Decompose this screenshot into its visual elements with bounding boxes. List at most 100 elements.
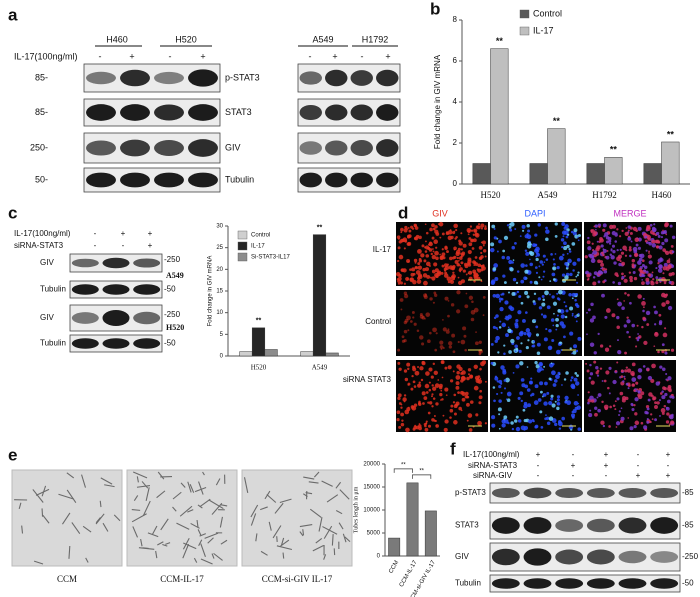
cell [542,254,546,258]
cell [493,236,497,240]
cell [506,398,511,402]
y-tick-label: 10 [216,310,223,316]
band [523,517,552,534]
cell [572,269,575,272]
cell [593,351,597,355]
cell [635,381,639,385]
cell [516,290,520,294]
legend-label: IL-17 [533,25,554,35]
cell [442,327,447,332]
tube [61,512,71,525]
mw-label: -250 [682,552,699,561]
cell [572,231,577,236]
mw-label: 85- [35,107,48,117]
tube [136,476,139,483]
cell [605,268,608,271]
cell [654,418,658,422]
cell [447,365,452,370]
tube [131,508,141,511]
cell [671,235,676,240]
mw-label: -250 [164,255,181,264]
sign: + [148,241,153,250]
cell [452,271,455,274]
cell [636,324,639,327]
cell [575,293,579,296]
cell [549,293,551,296]
sign: + [666,471,671,480]
cell [561,245,564,249]
cell [626,330,629,334]
bar [490,48,509,185]
cell [526,366,529,368]
cell [635,243,639,247]
cell [431,393,434,396]
band [650,487,679,499]
tube [202,471,205,476]
cell [500,365,505,370]
cell [425,391,429,394]
cell [402,397,407,402]
band [350,172,373,188]
tube [189,484,195,493]
cell [473,280,476,283]
cell [520,301,524,305]
cell [477,379,483,384]
cell [450,404,454,408]
tube [138,547,155,550]
cell [431,276,436,281]
tube [81,474,87,488]
cell [469,400,474,404]
tube [95,513,105,525]
tube [198,539,203,547]
cell [482,314,485,317]
tube [172,491,182,500]
cell [610,249,613,252]
x-tick-label: H460 [652,190,672,200]
protein-label: GIV [40,313,54,322]
tube [255,533,258,542]
cell [519,391,524,396]
cell [665,250,670,255]
cell [645,280,650,285]
x-tick-label: H1792 [592,190,617,200]
cell [464,304,469,309]
cell [559,341,562,345]
cell [434,250,439,256]
cell [509,306,515,312]
cell [563,378,567,381]
cell [592,250,598,255]
cell [510,338,515,344]
cell [617,254,623,259]
cell [441,232,445,236]
protein-label: STAT3 [225,107,252,117]
cell [661,367,666,372]
cell [492,267,497,271]
cell [566,244,570,249]
cell [537,250,540,253]
cell [457,276,460,279]
cell [608,425,611,428]
cell [620,369,624,373]
band [154,140,184,156]
cell [628,335,631,339]
cell [432,248,434,250]
cell [506,391,512,397]
cell [634,420,640,426]
cell [614,370,618,373]
cell [433,419,436,422]
cell [535,257,539,262]
bar [547,128,566,185]
cell [463,262,468,267]
cell [654,401,657,405]
cell [446,250,449,254]
cell [565,309,569,313]
cell [403,228,408,233]
cell [662,332,668,338]
cell [434,225,438,229]
cell [621,275,625,280]
bar [604,157,623,185]
x-tick-label: A549 [312,364,328,372]
cell [493,263,499,268]
cell [515,426,521,432]
significance: ** [553,116,561,126]
